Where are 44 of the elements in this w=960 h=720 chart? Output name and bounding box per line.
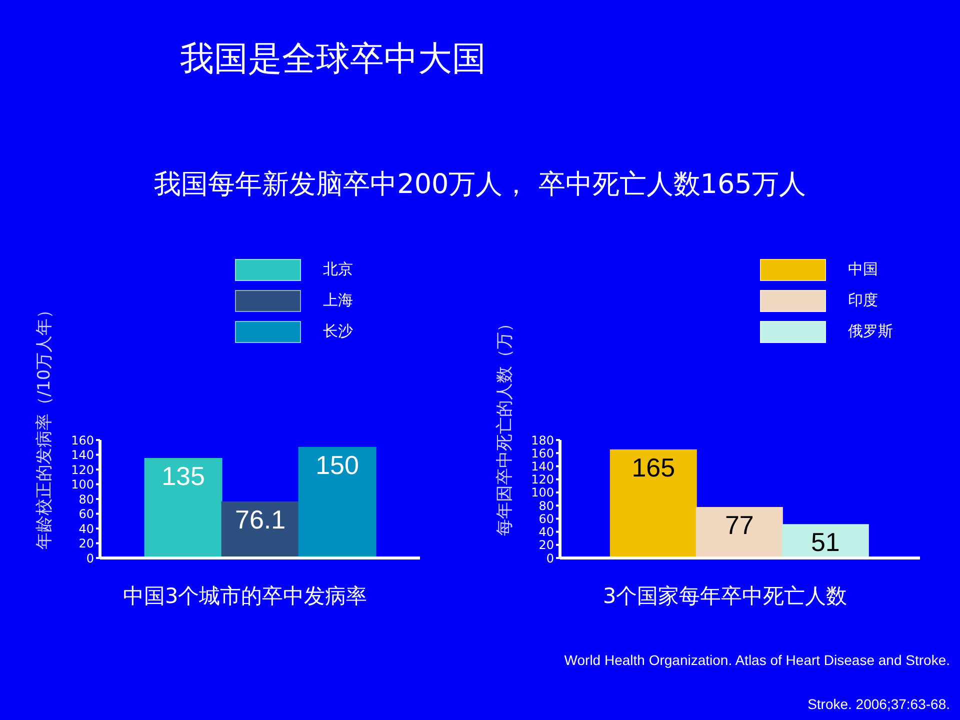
y-tick-label: 60: [538, 512, 554, 526]
y-tick-label: 80: [78, 492, 94, 506]
y-axis-title: 每年因卒中死亡的人数（万）: [494, 314, 516, 536]
data-label: 165: [632, 452, 676, 482]
data-label: 77: [724, 510, 754, 540]
data-label: 51: [810, 527, 840, 558]
legend-label: 印度: [848, 291, 878, 310]
y-tick-label: 120: [531, 472, 554, 487]
x-axis-title: 中国3个城市的卒中发病率: [122, 583, 368, 610]
bar: [221, 501, 300, 558]
text: 我国每年新发脑卒中200万人， 卒中死亡人数165万人: [153, 168, 807, 202]
y-tick-label: 0: [86, 551, 94, 566]
legend-label: 长沙: [323, 322, 353, 341]
bar: [144, 458, 222, 558]
y-tick-label: 120: [71, 462, 94, 477]
y-tick-label: 80: [538, 498, 554, 513]
x-axis-title: 3个国家每年卒中死亡人数: [602, 583, 848, 610]
y-tick-label: 20: [78, 536, 94, 551]
legend-label: 中国: [848, 260, 878, 279]
text: Stroke. 2006;37:63-68.: [808, 696, 950, 712]
y-tick-label: 0: [546, 551, 554, 566]
y-tick-label: 100: [531, 486, 554, 500]
legend-label: 上海: [323, 291, 353, 310]
bar: [696, 507, 783, 558]
y-tick-label: 140: [71, 448, 94, 462]
y-tick-label: 180: [531, 433, 554, 448]
legend-label: 俄罗斯: [848, 322, 893, 341]
y-tick-label: 100: [71, 478, 94, 492]
data-label: 135: [162, 460, 205, 491]
y-tick-label: 20: [538, 538, 554, 552]
y-tick-label: 40: [78, 522, 94, 536]
legend-label: 北京: [323, 260, 353, 279]
bar: [298, 446, 376, 558]
y-tick-label: 40: [538, 525, 554, 540]
data-label: 76.1: [234, 504, 286, 534]
text: World Health Organization. Atlas of Heart Disease and Stroke.: [564, 652, 950, 668]
data-label: 150: [316, 450, 359, 480]
y-tick-label: 60: [78, 507, 94, 522]
bar: [610, 449, 697, 558]
chart-title: 我国是全球卒中大国: [180, 38, 486, 81]
y-tick-label: 160: [531, 446, 554, 460]
y-tick-label: 140: [531, 459, 554, 474]
y-tick-label: 160: [71, 433, 94, 448]
y-axis-title: 年龄校正的发病率（/10万人年）: [34, 300, 56, 550]
